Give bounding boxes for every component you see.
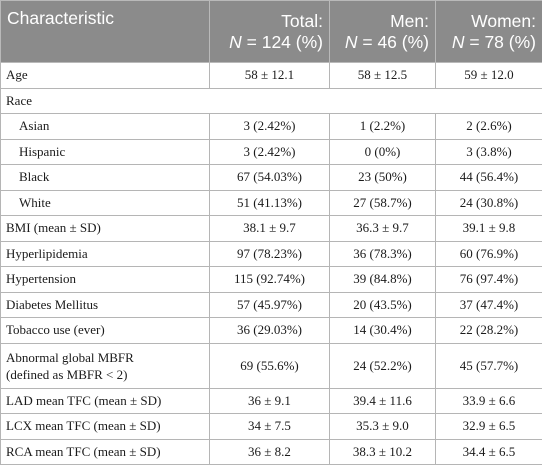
cell-total: 115 (92.74%) [210, 267, 330, 293]
header-men: Men: N = 46 (%) [330, 1, 436, 63]
cell-men: 23 (50%) [330, 165, 436, 191]
table-row: Tobacco use (ever) 36 (29.03%) 14 (30.4%… [1, 318, 542, 344]
cell-men: 36.3 ± 9.7 [330, 216, 436, 242]
header-characteristic: Characteristic [1, 1, 210, 63]
header-total-count: = 124 (%) [242, 32, 323, 52]
row-label-lad-tfc: LAD mean TFC (mean ± SD) [1, 388, 210, 414]
header-women-n-symbol: N [452, 32, 465, 52]
cell-women: 44 (56.4%) [436, 165, 542, 191]
cell-men: 1 (2.2%) [330, 114, 436, 140]
cell-women: 32.9 ± 6.5 [436, 414, 542, 440]
header-women-count: = 78 (%) [465, 32, 537, 52]
row-label-abnormal-mbfr-line2: (defined as MBFR < 2) [6, 367, 127, 382]
row-label-race: Race [1, 88, 542, 114]
cell-total: 67 (54.03%) [210, 165, 330, 191]
cell-women: 76 (97.4%) [436, 267, 542, 293]
cell-total: 36 ± 9.1 [210, 388, 330, 414]
header-women-title: Women: [471, 11, 536, 31]
cell-total: 38.1 ± 9.7 [210, 216, 330, 242]
cell-total: 36 (29.03%) [210, 318, 330, 344]
table-row: LAD mean TFC (mean ± SD) 36 ± 9.1 39.4 ±… [1, 388, 542, 414]
row-label-lcx-tfc: LCX mean TFC (mean ± SD) [1, 414, 210, 440]
table-row: Black 67 (54.03%) 23 (50%) 44 (56.4%) [1, 165, 542, 191]
row-label-diabetes: Diabetes Mellitus [1, 292, 210, 318]
cell-men: 27 (58.7%) [330, 190, 436, 216]
cell-total: 3 (2.42%) [210, 114, 330, 140]
row-label-abnormal-mbfr-line1: Abnormal global MBFR [6, 350, 134, 365]
row-label-rca-tfc: RCA mean TFC (mean ± SD) [1, 439, 210, 465]
cell-women: 22 (28.2%) [436, 318, 542, 344]
cell-total: 34 ± 7.5 [210, 414, 330, 440]
cell-men: 58 ± 12.5 [330, 63, 436, 89]
cell-men: 39.4 ± 11.6 [330, 388, 436, 414]
row-label-tobacco: Tobacco use (ever) [1, 318, 210, 344]
cell-total: 3 (2.42%) [210, 139, 330, 165]
cell-men: 14 (30.4%) [330, 318, 436, 344]
cell-women: 39.1 ± 9.8 [436, 216, 542, 242]
table-row: Race [1, 88, 542, 114]
table-row: BMI (mean ± SD) 38.1 ± 9.7 36.3 ± 9.7 39… [1, 216, 542, 242]
cell-men: 24 (52.2%) [330, 343, 436, 388]
table-body: Age 58 ± 12.1 58 ± 12.5 59 ± 12.0 Race A… [1, 63, 542, 465]
table-header: Characteristic Total: N = 124 (%) Men: N… [1, 1, 542, 63]
row-label-black: Black [1, 165, 210, 191]
row-label-hyperlipidemia: Hyperlipidemia [1, 241, 210, 267]
cell-women: 34.4 ± 6.5 [436, 439, 542, 465]
cell-women: 37 (47.4%) [436, 292, 542, 318]
cell-women: 3 (3.8%) [436, 139, 542, 165]
cell-total: 58 ± 12.1 [210, 63, 330, 89]
cell-total: 57 (45.97%) [210, 292, 330, 318]
row-label-age: Age [1, 63, 210, 89]
cell-total: 97 (78.23%) [210, 241, 330, 267]
cell-women: 60 (76.9%) [436, 241, 542, 267]
table-row: Diabetes Mellitus 57 (45.97%) 20 (43.5%)… [1, 292, 542, 318]
cell-men: 0 (0%) [330, 139, 436, 165]
row-label-white: White [1, 190, 210, 216]
cell-total: 36 ± 8.2 [210, 439, 330, 465]
cell-total: 51 (41.13%) [210, 190, 330, 216]
table-row: Hispanic 3 (2.42%) 0 (0%) 3 (3.8%) [1, 139, 542, 165]
table-row: Hyperlipidemia 97 (78.23%) 36 (78.3%) 60… [1, 241, 542, 267]
table-row: LCX mean TFC (mean ± SD) 34 ± 7.5 35.3 ±… [1, 414, 542, 440]
header-men-title: Men: [390, 11, 429, 31]
header-total-n-symbol: N [229, 32, 242, 52]
cell-men: 20 (43.5%) [330, 292, 436, 318]
cell-total: 69 (55.6%) [210, 343, 330, 388]
cell-men: 36 (78.3%) [330, 241, 436, 267]
cell-women: 59 ± 12.0 [436, 63, 542, 89]
header-total: Total: N = 124 (%) [210, 1, 330, 63]
cell-men: 39 (84.8%) [330, 267, 436, 293]
cell-men: 35.3 ± 9.0 [330, 414, 436, 440]
table-row: Age 58 ± 12.1 58 ± 12.5 59 ± 12.0 [1, 63, 542, 89]
cell-women: 2 (2.6%) [436, 114, 542, 140]
row-label-abnormal-mbfr: Abnormal global MBFR (defined as MBFR < … [1, 343, 210, 388]
table-row: Abnormal global MBFR (defined as MBFR < … [1, 343, 542, 388]
table-row: Hypertension 115 (92.74%) 39 (84.8%) 76 … [1, 267, 542, 293]
header-men-n-symbol: N [345, 32, 358, 52]
row-label-bmi: BMI (mean ± SD) [1, 216, 210, 242]
header-total-title: Total: [281, 11, 323, 31]
table-row: White 51 (41.13%) 27 (58.7%) 24 (30.8%) [1, 190, 542, 216]
table-row: Asian 3 (2.42%) 1 (2.2%) 2 (2.6%) [1, 114, 542, 140]
header-men-count: = 46 (%) [358, 32, 430, 52]
cell-women: 33.9 ± 6.6 [436, 388, 542, 414]
table-row: RCA mean TFC (mean ± SD) 36 ± 8.2 38.3 ±… [1, 439, 542, 465]
cell-women: 24 (30.8%) [436, 190, 542, 216]
header-women: Women: N = 78 (%) [436, 1, 542, 63]
cell-men: 38.3 ± 10.2 [330, 439, 436, 465]
cell-women: 45 (57.7%) [436, 343, 542, 388]
row-label-asian: Asian [1, 114, 210, 140]
row-label-hispanic: Hispanic [1, 139, 210, 165]
row-label-hypertension: Hypertension [1, 267, 210, 293]
